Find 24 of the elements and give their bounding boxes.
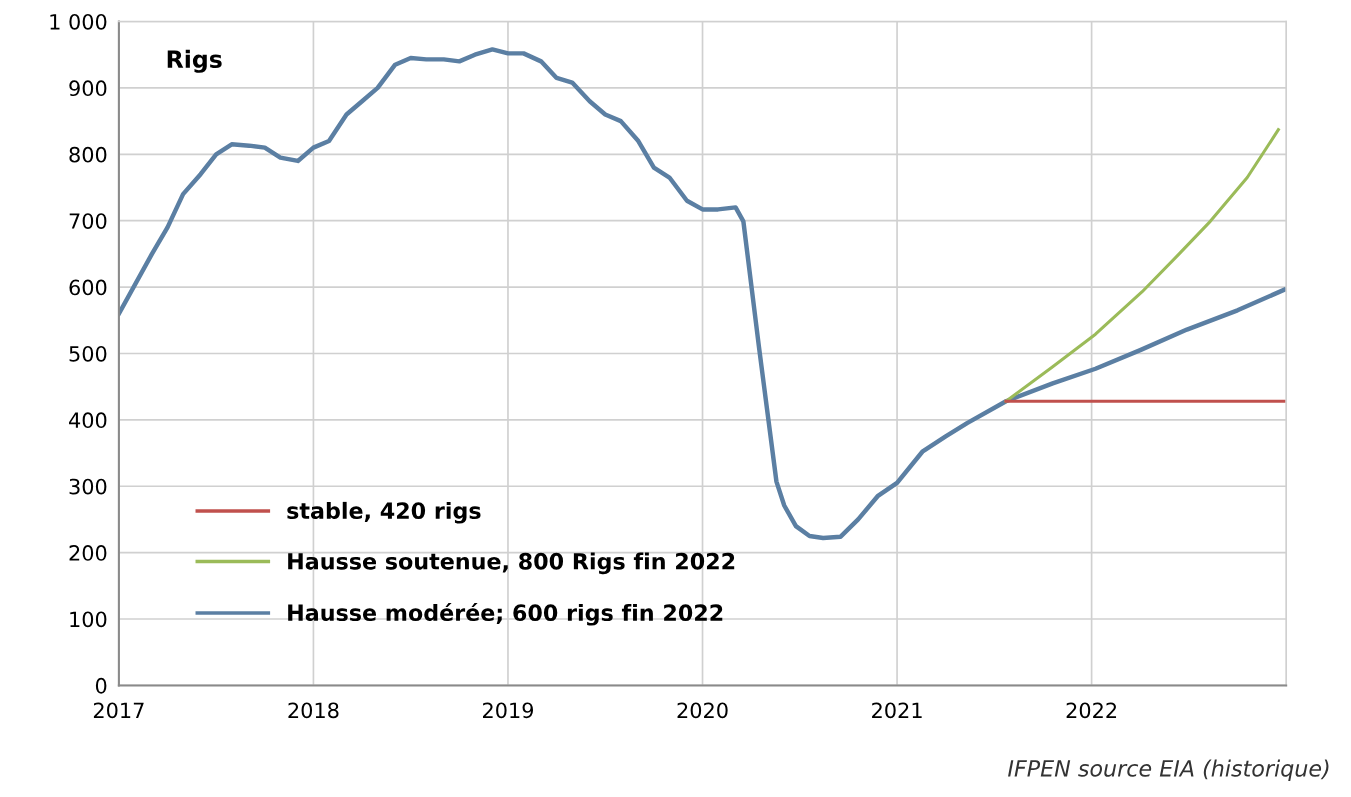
x-tick-label: 2017	[93, 702, 144, 719]
y-tick-label: 300	[69, 478, 107, 495]
y-tick-label: 900	[69, 80, 107, 97]
legend-label: Hausse soutenue, 800 Rigs fin 2022	[288, 552, 735, 575]
x-tick-label: 2022	[1066, 702, 1117, 719]
y-tick-label: 200	[69, 545, 107, 561]
y-tick-label: 100	[70, 611, 107, 628]
y-axis-title: Rigs	[167, 49, 222, 73]
y-tick-label: 1 000	[50, 13, 107, 30]
y-tick-label: 0	[95, 677, 107, 694]
y-tick-label: 800	[69, 146, 107, 163]
legend-label: stable, 420 rigs	[287, 501, 481, 524]
line-series	[118, 47, 1287, 541]
x-tick-label: 2018	[288, 702, 339, 719]
text: IFPEN source EIA (historique)	[1008, 759, 1329, 782]
x-tick-label: 2021	[872, 702, 922, 719]
x-tick-label: 2020	[677, 702, 728, 719]
y-tick-label: 600	[69, 279, 107, 296]
y-tick-label: 400	[69, 412, 107, 429]
y-tick-label: 700	[69, 213, 107, 229]
legend-label: Hausse modérée; 600 rigs fin 2022	[288, 603, 723, 626]
x-tick-label: 2019	[482, 702, 534, 719]
y-tick-label: 500	[69, 345, 107, 362]
line-series	[1004, 128, 1280, 403]
